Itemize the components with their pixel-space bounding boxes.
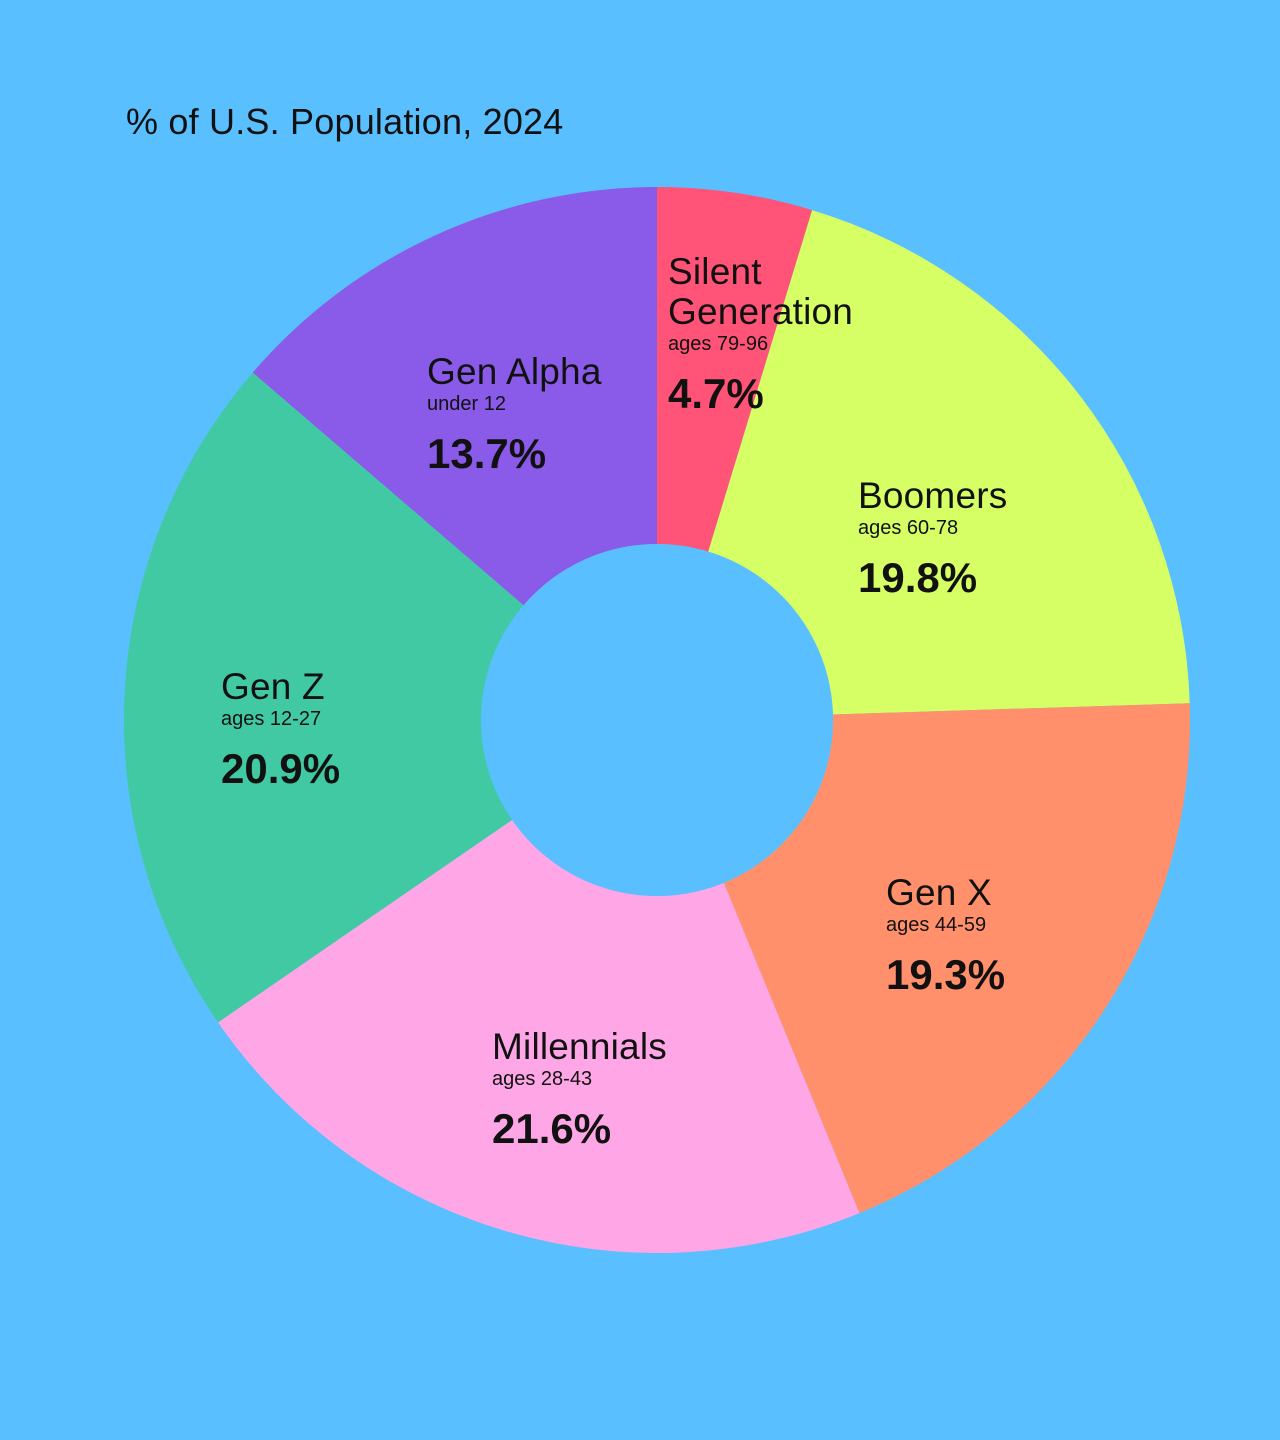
slice-value-label: 19.8%: [858, 554, 978, 601]
donut-slice-gen-x: [723, 703, 1190, 1214]
slice-age-range: ages 28-43: [492, 1068, 593, 1090]
donut-slice-gen-alpha: [252, 187, 658, 606]
slice-name: Gen X: [886, 872, 992, 913]
slice-age-range: ages 44-59: [886, 914, 987, 936]
slice-name: Gen Alpha: [427, 351, 602, 392]
slice-name: Generation: [668, 291, 854, 332]
donut-slice-silent-generation: [657, 187, 813, 552]
slice-age-range: under 12: [427, 393, 506, 415]
slice-age-range: ages 60-78: [858, 517, 959, 539]
slice-value-label: 13.7%: [427, 430, 547, 477]
donut-slice-gen-z: [124, 372, 524, 1023]
donut-slice-boomers: [708, 210, 1190, 715]
slice-label-boomers: Boomers ages 60-78 19.8%: [858, 476, 1007, 602]
slice-value-label: 4.7%: [668, 370, 764, 417]
donut-slice-millennials: [218, 819, 860, 1253]
chart-title: % of U.S. Population, 2024: [126, 101, 564, 142]
slice-name: Silent: [668, 251, 762, 292]
slice-age-range: ages 12-27: [221, 708, 322, 730]
slice-label-millennials: Millennials ages 28-43 21.6%: [492, 1027, 667, 1153]
slice-name: Gen Z: [221, 666, 325, 707]
slice-value-label: 20.9%: [221, 745, 341, 792]
slice-name: Millennials: [492, 1026, 667, 1067]
donut-hole: [481, 544, 833, 896]
slice-label-silent-generation: Silent Generation ages 79-96 4.7%: [668, 252, 853, 418]
slice-label-gen-alpha: Gen Alpha under 12 13.7%: [427, 352, 602, 478]
slice-value-label: 19.3%: [886, 951, 1006, 998]
slice-name: Boomers: [858, 475, 1008, 516]
slice-value-label: 21.6%: [492, 1105, 612, 1152]
slice-age-range: ages 79-96: [668, 333, 769, 355]
